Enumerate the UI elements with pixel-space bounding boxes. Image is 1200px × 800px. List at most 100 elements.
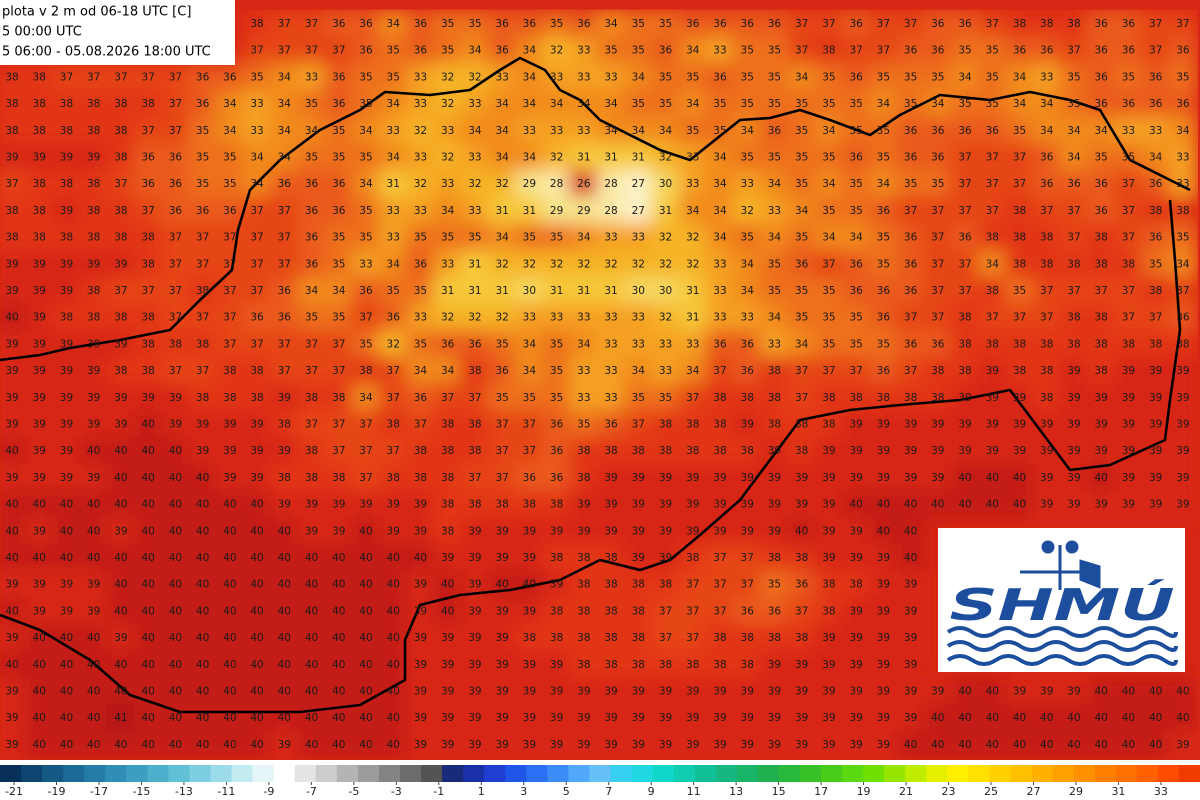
temperature-label: 28: [604, 205, 617, 217]
temperature-label: 36: [1095, 98, 1109, 110]
temperature-cell: [1032, 730, 1062, 760]
temperature-cell: [977, 223, 1007, 252]
temperature-cell: [215, 463, 245, 493]
temperature-label: 33: [604, 71, 617, 83]
temperature-label: 35: [659, 71, 672, 83]
temperature-cell: [1086, 330, 1116, 359]
temperature-label: 39: [1095, 445, 1108, 457]
temperature-label: 40: [1095, 472, 1108, 484]
temperature-label: 36: [986, 125, 1000, 137]
temperature-label: 39: [904, 632, 917, 644]
temperature-label: 39: [60, 285, 73, 297]
temperature-label: 33: [550, 312, 563, 324]
temperature-cell: [759, 543, 790, 573]
temperature-cell: [1168, 143, 1198, 172]
temperature-cell: [160, 303, 190, 333]
temperature-label: 33: [686, 338, 699, 350]
temperature-label: 34: [305, 285, 319, 297]
temperature-label: 39: [849, 419, 862, 431]
temperature-cell: [678, 223, 708, 252]
temperature-label: 35: [387, 45, 400, 57]
temperature-label: 34: [604, 98, 618, 110]
temperature-label: 36: [359, 45, 373, 57]
header-line: 5 00:00 UTC: [2, 25, 82, 40]
temperature-cell: [1168, 36, 1198, 66]
temperature-label: 28: [604, 178, 617, 190]
temperature-label: 38: [332, 472, 345, 484]
temperature-cell: [514, 516, 544, 546]
temperature-cell: [868, 9, 898, 39]
temperature-cell: [787, 276, 817, 306]
temperature-cell: [814, 9, 844, 39]
temperature-cell: [678, 490, 708, 519]
temperature-cell: [923, 463, 953, 493]
temperature-cell: [705, 249, 735, 279]
temperature-cell: [487, 249, 517, 279]
temperature-label: 39: [1013, 686, 1026, 698]
temperature-cell: [623, 383, 653, 413]
temperature-label: 39: [223, 419, 236, 431]
temperature-label: 33: [523, 312, 536, 324]
colorbar-swatch: [1178, 765, 1200, 782]
temperature-label: 38: [822, 579, 835, 591]
temperature-cell: [514, 169, 544, 199]
temperature-cell: [1168, 677, 1198, 706]
temperature-label: 37: [1067, 285, 1080, 297]
temperature-cell: [1059, 169, 1089, 199]
temperature-cell: [405, 490, 436, 519]
temperature-label: 39: [1149, 445, 1162, 457]
temperature-cell: [405, 516, 436, 546]
temperature-cell: [106, 650, 136, 680]
temperature-cell: [732, 570, 762, 600]
temperature-cell: [732, 223, 762, 252]
colorbar-swatch: [800, 765, 822, 782]
temperature-cell: [977, 143, 1007, 172]
temperature-label: 35: [877, 232, 890, 244]
temperature-cell: [868, 89, 898, 119]
temperature-label: 35: [768, 71, 781, 83]
temperature-label: 39: [795, 712, 808, 724]
temperature-label: 34: [577, 232, 591, 244]
temperature-label: 37: [387, 365, 400, 377]
temperature-cell: [106, 276, 136, 306]
temperature-cell: [814, 89, 844, 119]
temperature-label: 31: [523, 205, 536, 217]
temperature-cell: [868, 730, 898, 760]
temperature-cell: [215, 410, 245, 439]
temperature-label: 36: [141, 152, 155, 164]
temperature-cell: [759, 249, 790, 279]
temperature-label: 39: [60, 365, 73, 377]
temperature-label: 31: [441, 285, 454, 297]
temperature-cell: [759, 516, 790, 546]
temperature-label: 35: [359, 98, 372, 110]
temperature-cell: [841, 623, 871, 653]
temperature-cell: [296, 597, 327, 626]
temperature-label: 36: [1176, 45, 1190, 57]
temperature-label: 32: [495, 178, 508, 190]
temperature-cell: [569, 650, 599, 680]
temperature-cell: [324, 89, 354, 119]
colorbar-label: 1: [478, 785, 485, 798]
temperature-label: 40: [1013, 739, 1026, 751]
temperature-label: 38: [604, 605, 617, 617]
temperature-cell: [160, 356, 190, 386]
temperature-cell: [977, 410, 1007, 439]
temperature-cell: [895, 730, 926, 760]
temperature-label: 39: [686, 712, 699, 724]
temperature-cell: [1032, 196, 1062, 226]
temperature-cell: [569, 303, 599, 333]
temperature-cell: [51, 196, 82, 226]
temperature-cell: [1004, 356, 1035, 386]
temperature-cell: [950, 677, 980, 706]
temperature-label: 35: [332, 232, 345, 244]
temperature-label: 37: [468, 392, 481, 404]
temperature-cell: [133, 89, 163, 119]
temperature-cell: [79, 436, 109, 466]
temperature-cell: [841, 516, 871, 546]
temperature-label: 35: [659, 18, 672, 30]
temperature-cell: [269, 490, 299, 519]
temperature-cell: [487, 116, 517, 146]
temperature-label: 39: [550, 686, 563, 698]
colorbar-swatch: [1031, 765, 1054, 782]
temperature-cell: [678, 330, 708, 359]
